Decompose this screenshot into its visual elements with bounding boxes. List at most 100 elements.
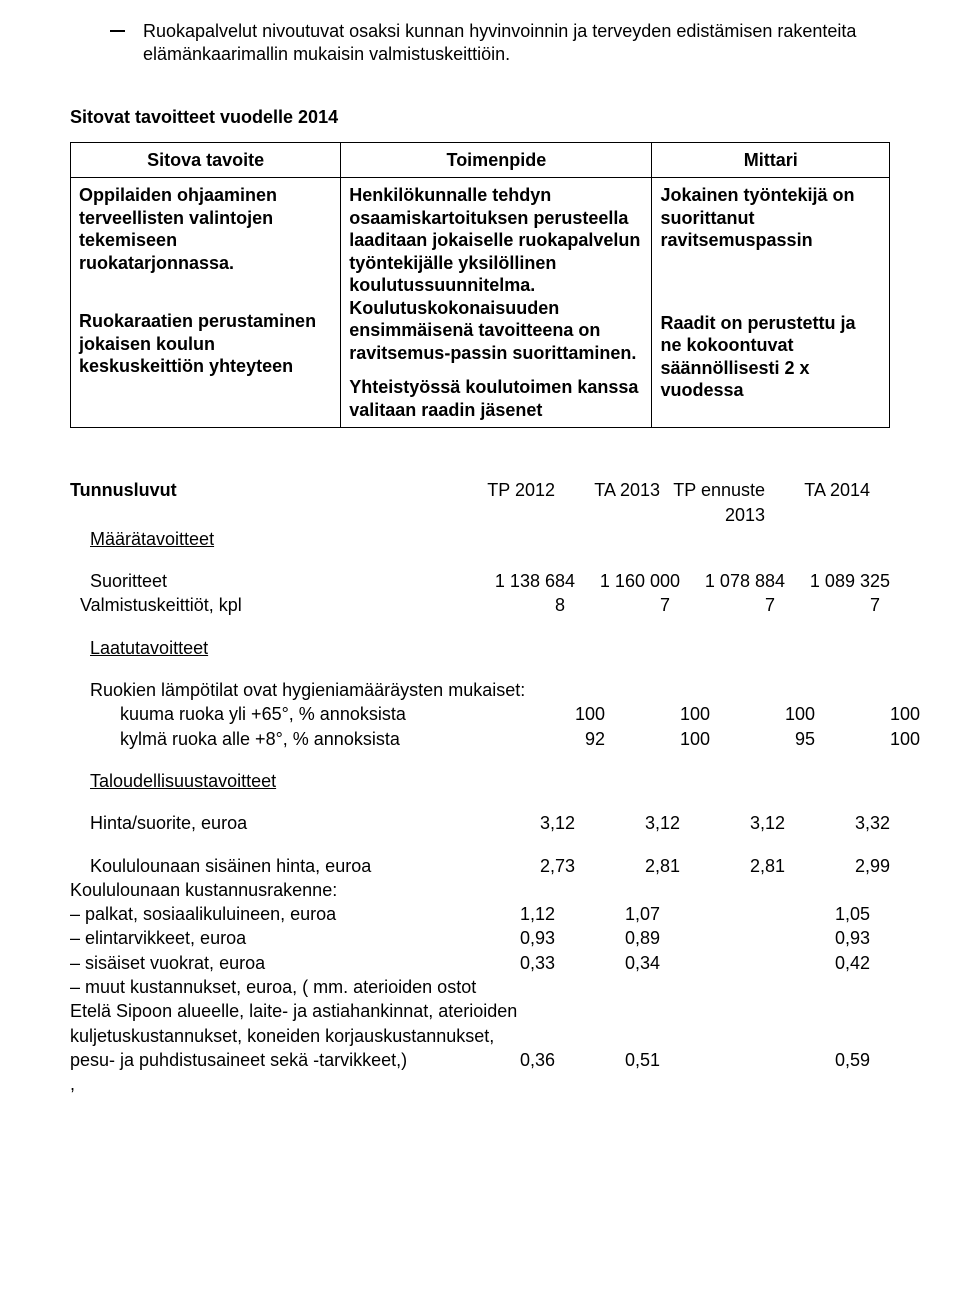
kuuma-label: kuuma ruoka yli +65°, % annoksista	[70, 702, 500, 726]
valmistus-row: Valmistuskeittiöt, kpl 8 7 7 7	[70, 593, 890, 617]
sisainen-label: Koululounaan sisäinen hinta, euroa	[70, 854, 470, 878]
intro-bullet-text: Ruokapalvelut nivoutuvat osaksi kunnan h…	[143, 20, 890, 67]
valmistus-v2: 7	[670, 593, 775, 617]
tavoitteet-heading: Sitovat tavoitteet vuodelle 2014	[70, 107, 890, 128]
palkat-v1: 1,07	[555, 902, 660, 926]
hyg-row: Ruokien lämpötilat ovat hygieniamääräyst…	[70, 678, 890, 702]
muut4-label: pesu- ja puhdistusaineet sekä -tarvikkee…	[70, 1048, 450, 1072]
kylma-v1: 100	[605, 727, 710, 751]
palkat-v0: 1,12	[450, 902, 555, 926]
subyear: 2013	[660, 503, 765, 527]
valmistus-v1: 7	[565, 593, 670, 617]
muut3-row: kuljetuskustannukset, koneiden korjausku…	[70, 1024, 890, 1048]
vuokrat-v0: 0,33	[450, 951, 555, 975]
bullet-dash-icon	[110, 30, 125, 32]
trailing-comma: ,	[70, 1072, 450, 1096]
muut1-row: – muut kustannukset, euroa, ( mm. aterio…	[70, 975, 890, 999]
palkat-row: – palkat, sosiaalikuluineen, euroa 1,12 …	[70, 902, 890, 926]
col-ta2014: TA 2014	[765, 478, 870, 502]
palkat-label: – palkat, sosiaalikuluineen, euroa	[70, 902, 450, 926]
muut4-v1: 0,51	[555, 1048, 660, 1072]
sisainen-v0: 2,73	[470, 854, 575, 878]
vuokrat-label: – sisäiset vuokrat, euroa	[70, 951, 450, 975]
tunnusluvut-section: Tunnusluvut TP 2012 TA 2013 TP ennuste T…	[70, 478, 890, 1096]
intro-bullet: Ruokapalvelut nivoutuvat osaksi kunnan h…	[110, 20, 890, 67]
header-mittari: Mittari	[652, 142, 890, 178]
subyear-row: 2013	[70, 503, 890, 527]
row1-c1: Oppilaiden ohjaaminen terveellisten vali…	[79, 184, 332, 274]
suoritteet-row: Suoritteet 1 138 684 1 160 000 1 078 884…	[70, 569, 890, 593]
kuuma-v0: 100	[500, 702, 605, 726]
suoritteet-v1: 1 160 000	[575, 569, 680, 593]
muut4-v0: 0,36	[450, 1048, 555, 1072]
rakenne-label: Koululounaan kustannusrakenne:	[70, 878, 890, 902]
talous-row: Taloudellisuustavoitteet	[70, 769, 890, 793]
kylma-v2: 95	[710, 727, 815, 751]
sisainen-v2: 2,81	[680, 854, 785, 878]
elin-row: – elintarvikkeet, euroa 0,93 0,89 0,93	[70, 926, 890, 950]
kuuma-v2: 100	[710, 702, 815, 726]
valmistus-label: Valmistuskeittiöt, kpl	[70, 593, 460, 617]
hinta-v2: 3,12	[680, 811, 785, 835]
elin-v0: 0,93	[450, 926, 555, 950]
elin-v3: 0,93	[765, 926, 870, 950]
tunnus-title: Tunnusluvut	[70, 478, 450, 502]
sisainen-row: Koululounaan sisäinen hinta, euroa 2,73 …	[70, 854, 890, 878]
laatu-row: Laatutavoitteet	[70, 636, 890, 660]
kuuma-v1: 100	[605, 702, 710, 726]
suoritteet-v0: 1 138 684	[470, 569, 575, 593]
maaratavoitteet-row: Määrätavoitteet	[70, 527, 890, 551]
suoritteet-v2: 1 078 884	[680, 569, 785, 593]
valmistus-v0: 8	[460, 593, 565, 617]
row2-c3: Raadit on perustettu ja ne kokoontuvat s…	[660, 312, 881, 402]
tavoitteet-table: Sitova tavoite Toimenpide Mittari Oppila…	[70, 142, 890, 429]
col-ta2013: TA 2013	[555, 478, 660, 502]
muut2-row: Etelä Sipoon alueelle, laite- ja astiaha…	[70, 999, 890, 1023]
vuokrat-v3: 0,42	[765, 951, 870, 975]
col-tpennuste: TP ennuste	[660, 478, 765, 502]
hinta-row: Hinta/suorite, euroa 3,12 3,12 3,12 3,32	[70, 811, 890, 835]
elin-label: – elintarvikkeet, euroa	[70, 926, 450, 950]
cell-mittari: Jokainen työntekijä on suorittanut ravit…	[652, 178, 890, 428]
sisainen-v3: 2,99	[785, 854, 890, 878]
tunnus-header-row: Tunnusluvut TP 2012 TA 2013 TP ennuste T…	[70, 478, 890, 502]
cell-toimenpide: Henkilökunnalle tehdyn osaamiskartoituks…	[341, 178, 652, 428]
elin-v1: 0,89	[555, 926, 660, 950]
cell-sitova: Oppilaiden ohjaaminen terveellisten vali…	[71, 178, 341, 428]
palkat-v3: 1,05	[765, 902, 870, 926]
kuuma-v3: 100	[815, 702, 920, 726]
hinta-v1: 3,12	[575, 811, 680, 835]
kylma-v0: 92	[500, 727, 605, 751]
suoritteet-v3: 1 089 325	[785, 569, 890, 593]
muut1-label: – muut kustannukset, euroa, ( mm. aterio…	[70, 975, 890, 999]
trailing-row: ,	[70, 1072, 890, 1096]
talous-label: Taloudellisuustavoitteet	[70, 769, 470, 793]
suoritteet-label: Suoritteet	[70, 569, 470, 593]
row1-c3: Jokainen työntekijä on suorittanut ravit…	[660, 184, 881, 252]
table-header-row: Sitova tavoite Toimenpide Mittari	[71, 142, 890, 178]
rakenne-row: Koululounaan kustannusrakenne:	[70, 878, 890, 902]
muut4-v3: 0,59	[765, 1048, 870, 1072]
row2-c1: Ruokaraatien perustaminen jokaisen koulu…	[79, 310, 332, 378]
kylma-row: kylmä ruoka alle +8°, % annoksista 92 10…	[70, 727, 890, 751]
muut2-label: Etelä Sipoon alueelle, laite- ja astiaha…	[70, 999, 890, 1023]
row2-c2: Yhteistyössä koulutoimen kanssa valitaan…	[349, 376, 643, 421]
table-row: Oppilaiden ohjaaminen terveellisten vali…	[71, 178, 890, 428]
hinta-v0: 3,12	[470, 811, 575, 835]
muut3-label: kuljetuskustannukset, koneiden korjausku…	[70, 1024, 890, 1048]
vuokrat-row: – sisäiset vuokrat, euroa 0,33 0,34 0,42	[70, 951, 890, 975]
header-toimenpide: Toimenpide	[341, 142, 652, 178]
row1-c2: Henkilökunnalle tehdyn osaamiskartoituks…	[349, 184, 643, 364]
muut4-row: pesu- ja puhdistusaineet sekä -tarvikkee…	[70, 1048, 890, 1072]
valmistus-v3: 7	[775, 593, 880, 617]
hinta-label: Hinta/suorite, euroa	[70, 811, 470, 835]
header-sitova: Sitova tavoite	[71, 142, 341, 178]
hyg-label: Ruokien lämpötilat ovat hygieniamääräyst…	[70, 678, 910, 702]
maara-label: Määrätavoitteet	[70, 527, 470, 551]
sisainen-v1: 2,81	[575, 854, 680, 878]
col-tp2012: TP 2012	[450, 478, 555, 502]
kuuma-row: kuuma ruoka yli +65°, % annoksista 100 1…	[70, 702, 890, 726]
kylma-v3: 100	[815, 727, 920, 751]
kylma-label: kylmä ruoka alle +8°, % annoksista	[70, 727, 500, 751]
hinta-v3: 3,32	[785, 811, 890, 835]
